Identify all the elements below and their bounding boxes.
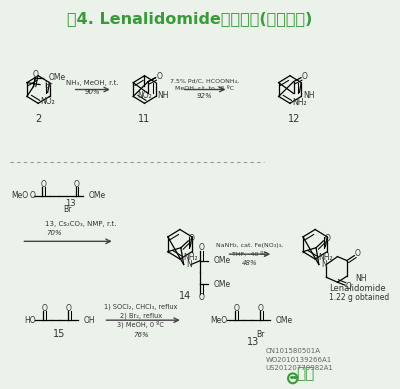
Text: Br: Br xyxy=(45,81,53,90)
Text: 48%: 48% xyxy=(242,260,258,266)
Text: O: O xyxy=(42,304,48,313)
Text: OH: OH xyxy=(84,316,96,325)
Text: Br: Br xyxy=(63,205,71,214)
Text: NH₃, MeOH, r.t.: NH₃, MeOH, r.t. xyxy=(66,80,118,86)
Text: MeO: MeO xyxy=(11,191,28,200)
Text: 药渡: 药渡 xyxy=(296,366,315,381)
Text: O: O xyxy=(30,191,36,200)
Text: CN101580501A: CN101580501A xyxy=(266,348,321,354)
Text: 1.22 g obtained: 1.22 g obtained xyxy=(329,293,389,302)
Text: 图4. Lenalidomide工艺路线(双鹭药业): 图4. Lenalidomide工艺路线(双鹭药业) xyxy=(66,11,312,26)
Text: MeO: MeO xyxy=(210,316,228,325)
Text: NO₂: NO₂ xyxy=(137,91,152,100)
Text: 70%: 70% xyxy=(46,230,62,237)
Text: O: O xyxy=(198,293,204,301)
Text: 7.5% Pd/C, HCOONH₄,: 7.5% Pd/C, HCOONH₄, xyxy=(170,78,239,83)
Text: 92%: 92% xyxy=(196,93,212,100)
Text: O: O xyxy=(234,304,240,313)
Text: O: O xyxy=(32,70,38,79)
Text: 76%: 76% xyxy=(133,332,148,338)
Text: O: O xyxy=(198,243,204,252)
Text: WO2010139266A1: WO2010139266A1 xyxy=(266,357,332,363)
Text: NH₂: NH₂ xyxy=(318,253,333,262)
Text: NO₂: NO₂ xyxy=(40,97,55,107)
Text: OMe: OMe xyxy=(276,316,293,325)
Text: O: O xyxy=(189,234,195,244)
Text: OMe: OMe xyxy=(48,73,66,82)
Text: 90%: 90% xyxy=(84,89,100,95)
Text: 1) SOCl₂, CHCl₃, reflux: 1) SOCl₂, CHCl₃, reflux xyxy=(104,303,178,310)
Text: MeOH, r.t. to 35 ºC: MeOH, r.t. to 35 ºC xyxy=(175,86,234,91)
Text: OMe: OMe xyxy=(214,280,231,289)
Text: N: N xyxy=(322,260,328,269)
Text: NaNH₂, cat. Fe(NO₃)₃,: NaNH₂, cat. Fe(NO₃)₃, xyxy=(216,243,284,248)
Text: O: O xyxy=(41,180,47,189)
Text: THF, -40 ºC: THF, -40 ºC xyxy=(232,252,268,257)
Text: NH: NH xyxy=(158,91,169,100)
Text: O: O xyxy=(74,180,79,189)
Text: OMe: OMe xyxy=(88,191,106,200)
Text: O: O xyxy=(156,72,162,81)
Text: O: O xyxy=(354,249,360,258)
Text: O: O xyxy=(66,304,72,313)
Text: 15: 15 xyxy=(52,329,65,339)
Text: NH₂: NH₂ xyxy=(292,98,307,107)
Text: NH: NH xyxy=(303,91,314,100)
Text: NH: NH xyxy=(355,274,367,283)
Text: US20120779982A1: US20120779982A1 xyxy=(266,366,334,371)
Text: 13: 13 xyxy=(64,200,75,209)
Text: O: O xyxy=(346,282,352,291)
Text: HO: HO xyxy=(24,316,36,325)
Text: OMe: OMe xyxy=(214,256,231,265)
Text: 3) MeOH, 0 ºC: 3) MeOH, 0 ºC xyxy=(117,321,164,328)
Text: Br: Br xyxy=(256,330,264,339)
Text: 13: 13 xyxy=(246,337,259,347)
Text: 14: 14 xyxy=(178,291,191,301)
Text: N: N xyxy=(186,260,192,269)
Text: 12: 12 xyxy=(288,114,301,124)
Text: NH₂: NH₂ xyxy=(183,253,198,262)
Text: O: O xyxy=(258,304,264,313)
Text: O: O xyxy=(324,234,330,244)
Text: O: O xyxy=(302,72,308,81)
Text: 2: 2 xyxy=(35,114,41,124)
Text: 11: 11 xyxy=(138,114,151,124)
Text: 13, Cs₂CO₃, NMP, r.t.: 13, Cs₂CO₃, NMP, r.t. xyxy=(45,221,116,226)
Text: 2) Br₂, reflux: 2) Br₂, reflux xyxy=(120,312,162,319)
Text: Lenalidomide: Lenalidomide xyxy=(329,284,386,293)
